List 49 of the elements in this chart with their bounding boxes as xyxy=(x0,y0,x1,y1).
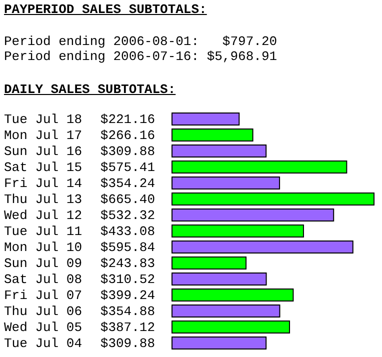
bar xyxy=(172,128,254,142)
y-tick-label: Mon Jul 17 xyxy=(4,128,82,143)
data-label: $266.16 xyxy=(100,128,155,143)
data-label: $433.08 xyxy=(100,224,155,239)
data-label: $354.24 xyxy=(100,176,156,191)
y-tick-label: Tue Jul 11 xyxy=(4,224,82,239)
data-label: $532.32 xyxy=(100,208,155,223)
chart-subtitle: DAILY SALES SUBTOTALS: xyxy=(4,82,176,97)
bar xyxy=(172,224,304,238)
y-tick-label: Tue Jul 18 xyxy=(4,112,82,127)
bar xyxy=(172,288,294,302)
y-tick-label: Sun Jul 09 xyxy=(4,256,82,271)
data-label: $595.84 xyxy=(100,240,156,255)
bar xyxy=(172,192,374,206)
data-label: $243.83 xyxy=(100,256,155,271)
y-tick-label: Thu Jul 13 xyxy=(4,192,82,207)
y-tick-label: Wed Jul 05 xyxy=(4,320,82,335)
y-tick-label: Fri Jul 14 xyxy=(4,176,82,191)
data-label: $309.88 xyxy=(100,144,155,159)
y-tick-label: Tue Jul 04 xyxy=(4,336,82,351)
bar xyxy=(172,320,290,334)
y-tick-label: Wed Jul 12 xyxy=(4,208,82,223)
y-tick-label: Sun Jul 16 xyxy=(4,144,82,159)
bar xyxy=(172,208,334,222)
bar xyxy=(172,336,267,350)
data-label: $354.88 xyxy=(100,304,155,319)
y-tick-label: Mon Jul 10 xyxy=(4,240,82,255)
bar xyxy=(172,240,354,254)
y-tick-label: Thu Jul 06 xyxy=(4,304,82,319)
bar xyxy=(172,272,267,286)
text: Period ending 2006-08-01: $797.20 xyxy=(4,34,278,49)
chart-title: PAYPERIOD SALES SUBTOTALS: xyxy=(4,2,207,17)
data-label: $399.24 xyxy=(100,288,156,303)
y-tick-label: Sat Jul 15 xyxy=(4,160,82,175)
text: Period ending 2006-07-16: $5,968.91 xyxy=(4,49,278,64)
bar xyxy=(172,144,267,158)
bar xyxy=(172,112,240,126)
data-label: $221.16 xyxy=(100,112,155,127)
bar xyxy=(172,160,348,174)
data-label: $665.40 xyxy=(100,192,155,207)
data-label: $387.12 xyxy=(100,320,155,335)
bar xyxy=(172,176,280,190)
y-tick-label: Sat Jul 08 xyxy=(4,272,82,287)
data-label: $309.88 xyxy=(100,336,155,351)
y-tick-label: Fri Jul 07 xyxy=(4,288,82,303)
data-label: $575.41 xyxy=(100,160,156,175)
data-label: $310.52 xyxy=(100,272,155,287)
bar xyxy=(172,256,247,270)
bar xyxy=(172,304,280,318)
